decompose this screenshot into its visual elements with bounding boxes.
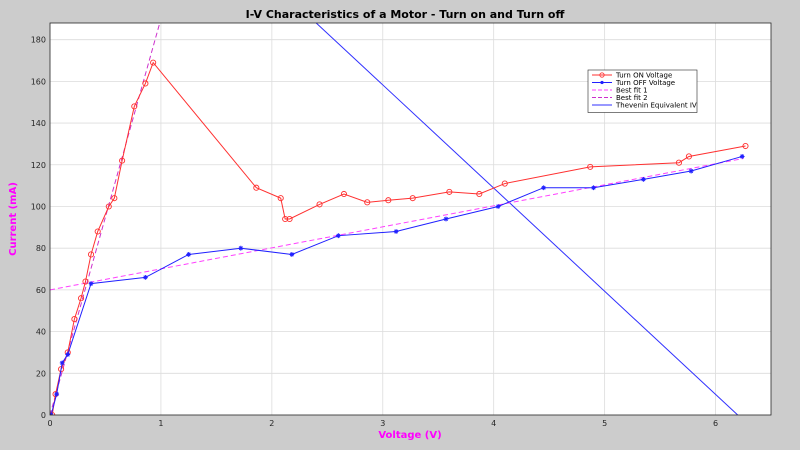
y-tick-label: 40 [36, 328, 46, 337]
data-point [675, 159, 682, 166]
data-point [78, 295, 85, 302]
data-point [238, 245, 244, 251]
data-point [111, 195, 118, 202]
series-line [51, 61, 746, 415]
legend-entry: Best fit 2 [592, 94, 648, 102]
data-point [289, 252, 295, 257]
data-point [282, 215, 289, 223]
chart-title: I-V Characteristics of a Motor - Turn on… [246, 8, 565, 21]
x-tick-label: 1 [158, 419, 163, 428]
data-point [446, 188, 453, 195]
data-point [71, 316, 78, 323]
legend-label: Best fit 2 [616, 94, 648, 102]
data-point [131, 103, 138, 110]
data-point [409, 195, 416, 202]
data-point [385, 197, 392, 204]
y-axis-label: Current (mA) [8, 182, 19, 256]
data-point [105, 203, 112, 210]
legend-label: Turn ON Voltage [615, 72, 672, 80]
legend-entry: Thevenin Equivalent IV [592, 102, 697, 110]
data-point [336, 233, 341, 239]
data-point [94, 228, 101, 235]
data-point [65, 352, 71, 357]
y-tick-label: 140 [31, 119, 46, 128]
data-point [476, 190, 483, 198]
series-best-fit-1 [50, 158, 744, 291]
legend-entry: Turn OFF Voltage [592, 79, 675, 87]
series-layer [50, 23, 749, 415]
legend-label: Best fit 1 [616, 87, 648, 95]
data-point [186, 252, 192, 257]
x-ticks: 0 1 2 3 4 5 6 [47, 419, 718, 428]
x-tick-label: 6 [713, 419, 718, 428]
x-tick-label: 2 [269, 419, 274, 428]
data-point [316, 201, 323, 208]
x-tick-label: 5 [602, 419, 607, 428]
data-point [142, 80, 149, 87]
data-point [587, 163, 594, 170]
series-thevenin-equivalent-iv [315, 23, 739, 415]
data-point [88, 281, 94, 287]
data-point [739, 154, 745, 159]
x-tick-label: 0 [47, 419, 52, 428]
data-point [641, 176, 646, 182]
data-point [742, 142, 749, 150]
data-point [87, 251, 95, 258]
data-point [54, 391, 60, 397]
plot-frame [49, 22, 772, 416]
legend-marker [599, 72, 605, 78]
y-ticks: 0 20 40 60 80 100 120 140 160 180 [31, 36, 46, 420]
x-tick-label: 4 [491, 419, 496, 428]
y-tick-label: 160 [31, 77, 46, 86]
legend-marker [600, 80, 604, 85]
y-tick-label: 180 [31, 36, 46, 45]
series-line [50, 158, 744, 291]
data-point [150, 59, 157, 66]
series-turn-off-voltage [50, 154, 745, 415]
y-tick-label: 80 [36, 244, 46, 253]
x-axis-label: Voltage (V) [378, 430, 441, 441]
data-point [286, 215, 293, 223]
y-tick-label: 100 [31, 202, 46, 211]
y-tick-label: 120 [31, 161, 46, 170]
x-tick-label: 3 [380, 419, 385, 428]
y-tick-label: 60 [36, 286, 46, 295]
series-turn-on-voltage [50, 59, 749, 415]
legend-entry: Turn ON Voltage [592, 72, 672, 80]
data-point [340, 190, 347, 198]
legend-label: Turn OFF Voltage [615, 79, 675, 87]
series-line [315, 23, 739, 415]
data-point [591, 185, 596, 191]
data-point [253, 184, 260, 191]
data-point [495, 204, 501, 209]
legend-entry: Best fit 1 [592, 87, 648, 95]
data-point [364, 199, 371, 206]
data-point [119, 157, 126, 164]
data-point [59, 360, 65, 366]
data-point [501, 180, 508, 187]
y-tick-label: 0 [41, 411, 46, 420]
legend-label: Thevenin Equivalent IV [615, 102, 697, 110]
y-tick-label: 20 [36, 369, 46, 378]
data-point [393, 229, 399, 234]
data-point [82, 278, 89, 285]
data-point [142, 274, 148, 280]
data-point [277, 195, 284, 202]
data-point [541, 185, 547, 191]
data-point [443, 216, 449, 222]
data-point [685, 153, 692, 160]
data-point [688, 168, 694, 174]
